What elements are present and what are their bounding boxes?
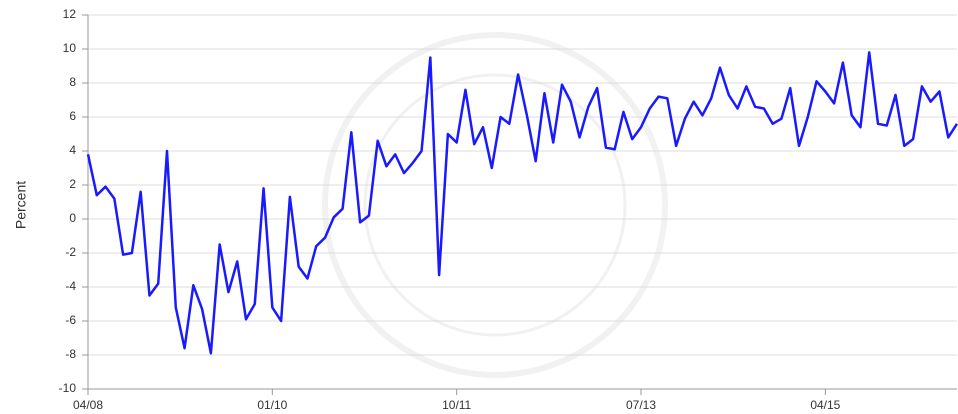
x-tick-label: 04/08: [73, 398, 103, 412]
x-tick-label: 04/15: [810, 398, 840, 412]
y-tick-label: 10: [63, 41, 77, 55]
watermark: [322, 32, 668, 378]
data-line: [86, 51, 958, 355]
x-tick-label: 01/10: [257, 398, 287, 412]
y-tick-label: -6: [65, 313, 76, 327]
y-axis-label: Percent: [13, 181, 29, 229]
y-tick-label: 8: [69, 75, 76, 89]
x-tick-label: 10/11: [442, 398, 471, 412]
y-tick-label: 0: [69, 211, 76, 225]
y-tick-label: 2: [69, 177, 76, 191]
y-tick-label: -4: [65, 279, 76, 293]
y-tick-label: 12: [63, 7, 77, 21]
y-tick-label: 4: [69, 143, 76, 157]
y-tick-label: -2: [65, 245, 76, 259]
y-tick-label: -8: [65, 347, 76, 361]
y-tick-label: -10: [59, 381, 77, 395]
x-tick-label: 07/13: [626, 398, 656, 412]
y-tick-label: 6: [69, 109, 76, 123]
